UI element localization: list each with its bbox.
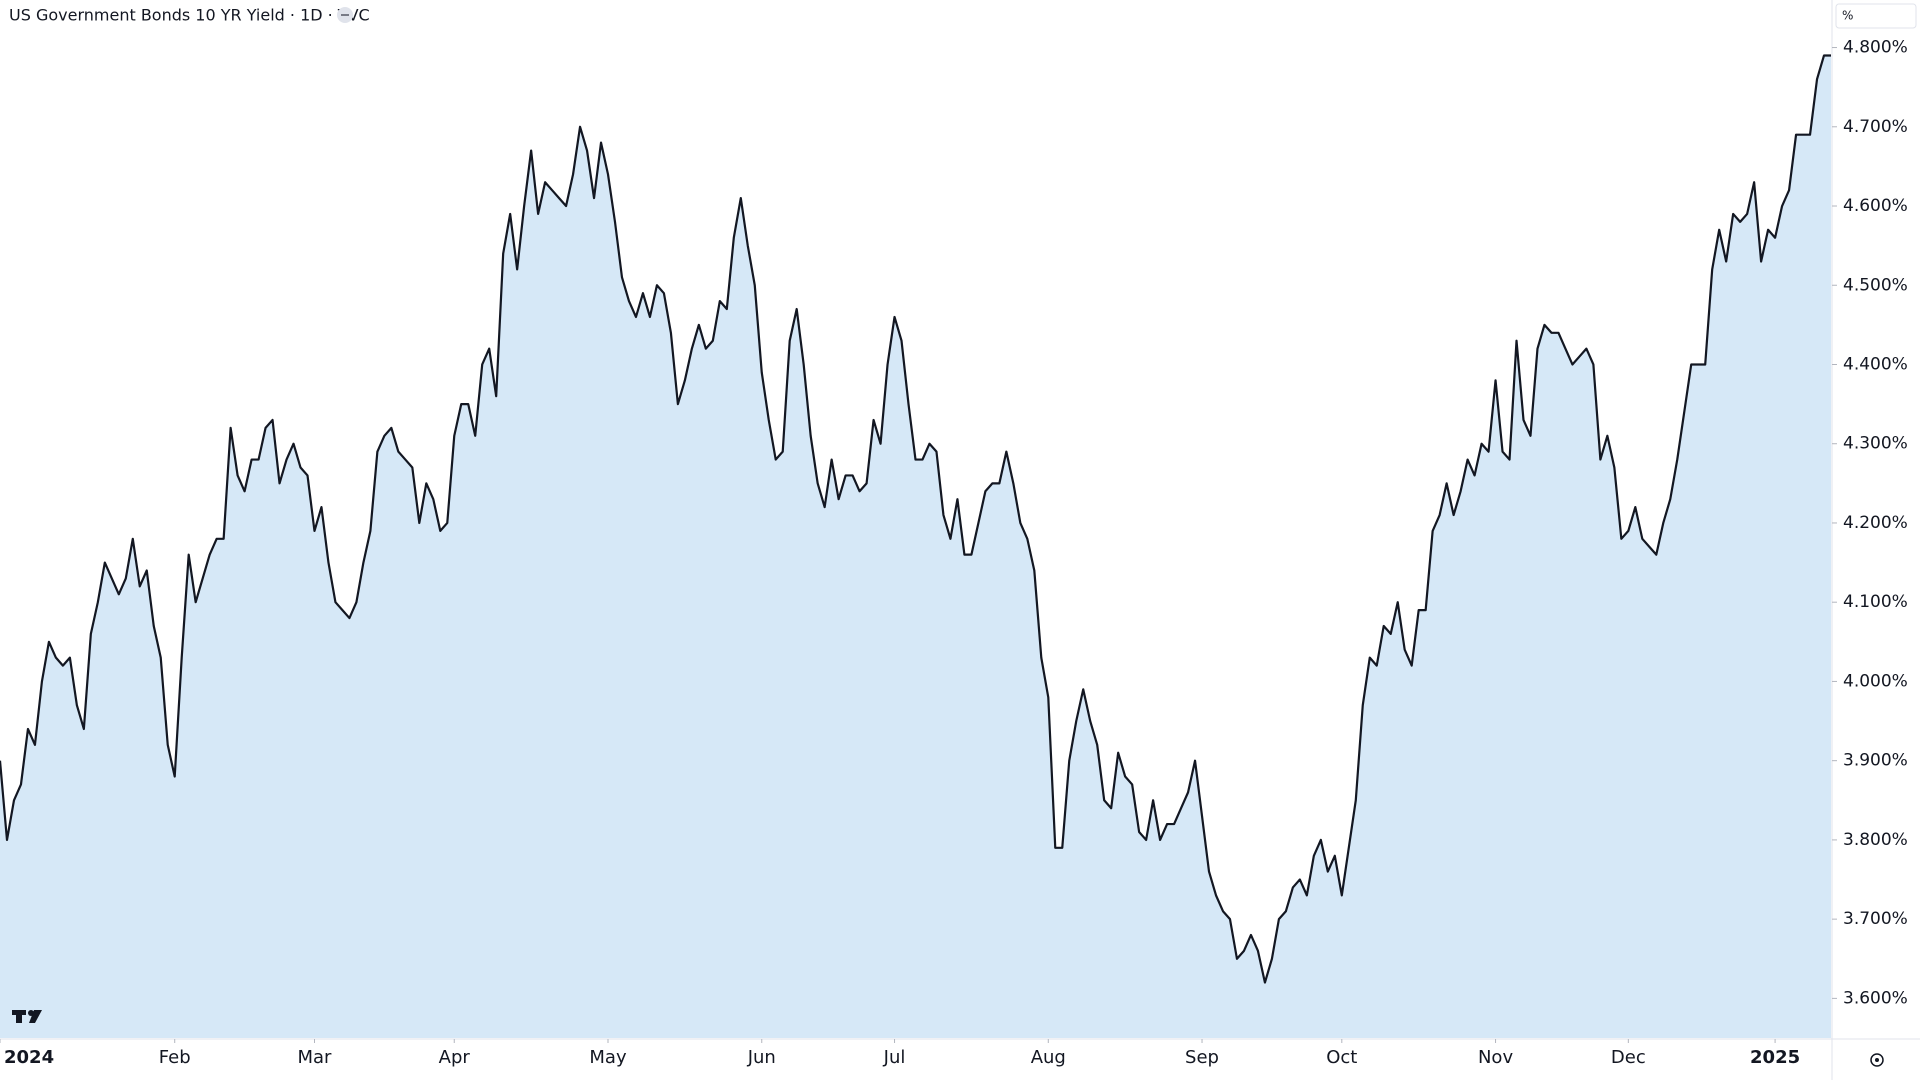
y-tick-label: 4.400% (1843, 354, 1908, 374)
y-tick-label: 4.500% (1843, 275, 1908, 295)
unit-label: % (1842, 9, 1853, 23)
x-tick-label: May (589, 1047, 627, 1068)
tradingview-logo (12, 1010, 42, 1023)
x-tick-label: Nov (1478, 1047, 1513, 1068)
y-tick-label: 4.300% (1843, 434, 1908, 454)
y-tick-label: 4.800% (1843, 38, 1908, 58)
x-tick-label: Sep (1185, 1047, 1219, 1068)
y-tick-label: 4.600% (1843, 196, 1908, 216)
x-tick-label: Aug (1031, 1047, 1066, 1068)
y-tick-label: 3.800% (1843, 830, 1908, 850)
chart-title: US Government Bonds 10 YR Yield · 1D · T… (9, 6, 370, 25)
y-tick-label: 4.200% (1843, 513, 1908, 533)
y-tick-label: 4.700% (1843, 117, 1908, 137)
x-tick-label: Mar (298, 1047, 333, 1068)
x-tick-label: 2025 (1750, 1047, 1800, 1068)
settings-icon[interactable] (1870, 1053, 1884, 1067)
x-tick-label: Oct (1326, 1047, 1357, 1068)
x-tick-label: Feb (159, 1047, 191, 1068)
x-tick-label: Jun (747, 1047, 776, 1068)
unit-box[interactable] (1835, 3, 1917, 29)
y-tick-label: 4.100% (1843, 592, 1908, 612)
y-tick-label: 3.900% (1843, 751, 1908, 771)
x-tick-label: Apr (439, 1047, 471, 1068)
area-fill (0, 55, 1831, 1039)
x-tick-label: Dec (1611, 1047, 1646, 1068)
collapse-icon (341, 14, 349, 16)
x-tick-label: 2024 (4, 1047, 54, 1068)
plot-layer (0, 54, 1831, 1039)
y-tick-label: 3.700% (1843, 909, 1908, 929)
y-tick-label: 4.000% (1843, 671, 1908, 691)
x-tick-label: Jul (883, 1047, 906, 1068)
y-tick-label: 3.600% (1843, 988, 1908, 1008)
price-line (0, 54, 1831, 984)
